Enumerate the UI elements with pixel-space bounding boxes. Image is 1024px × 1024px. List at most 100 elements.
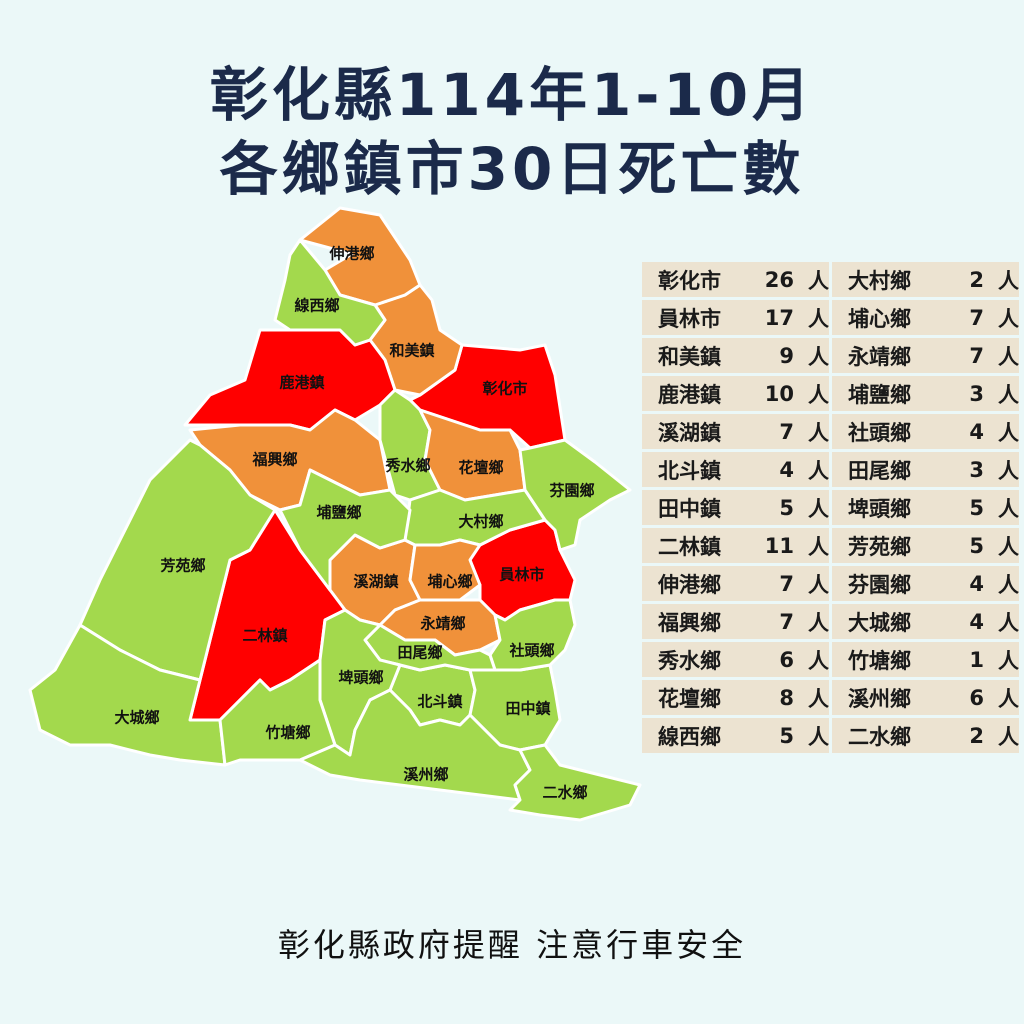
- unit-label: 人: [998, 610, 1019, 635]
- region-name: 花壇鄉: [658, 686, 721, 711]
- unit-label: 人: [998, 724, 1019, 749]
- map-region: [408, 538, 482, 602]
- death-count: 5: [779, 495, 794, 520]
- death-count: 1: [969, 647, 984, 672]
- death-count: 17: [764, 305, 794, 330]
- death-count: 7: [969, 305, 984, 330]
- table-cell: 北斗鎮 4 人: [642, 452, 829, 487]
- unit-label: 人: [998, 572, 1019, 597]
- table-cell: 大村鄉 2 人: [832, 262, 1019, 297]
- death-count: 8: [779, 685, 794, 710]
- table-cell: 鹿港鎮 10 人: [642, 376, 829, 411]
- death-count: 5: [969, 533, 984, 558]
- unit-label: 人: [808, 534, 829, 559]
- table-cell: 竹塘鄉 1 人: [832, 642, 1019, 677]
- map-region-label: 大城鄉: [114, 709, 159, 727]
- map-region-label: 北斗鎮: [417, 693, 462, 711]
- death-count: 6: [969, 685, 984, 710]
- region-name: 芳苑鄉: [848, 534, 911, 559]
- region-name: 溪湖鎮: [658, 420, 721, 445]
- death-count: 7: [779, 419, 794, 444]
- title-line-2: 各鄉鎮市30日死亡數: [219, 135, 805, 203]
- region-name: 北斗鎮: [658, 458, 721, 483]
- unit-label: 人: [808, 458, 829, 483]
- map-region-label: 永靖鄉: [419, 615, 465, 633]
- death-count: 2: [969, 267, 984, 292]
- unit-label: 人: [998, 344, 1019, 369]
- death-count: 3: [969, 381, 984, 406]
- death-count: 2: [969, 723, 984, 748]
- map-region: [518, 438, 632, 552]
- region-name: 溪州鄉: [848, 686, 911, 711]
- map-region-label: 秀水鄉: [384, 457, 430, 475]
- table-cell: 埔心鄉 7 人: [832, 300, 1019, 335]
- unit-label: 人: [998, 686, 1019, 711]
- map-region: [298, 206, 422, 307]
- table-cell: 二水鄉 2 人: [832, 718, 1019, 753]
- death-count: 6: [779, 647, 794, 672]
- map-region-label: 鹿港鎮: [279, 374, 324, 392]
- unit-label: 人: [998, 458, 1019, 483]
- map-region-label: 埔鹽鄉: [316, 504, 361, 522]
- region-name: 和美鎮: [658, 344, 721, 369]
- death-count: 9: [779, 343, 794, 368]
- table-cell: 線西鄉 5 人: [642, 718, 829, 753]
- unit-label: 人: [808, 572, 829, 597]
- region-name: 竹塘鄉: [848, 648, 911, 673]
- unit-label: 人: [998, 306, 1019, 331]
- region-name: 二水鄉: [848, 724, 911, 749]
- table-cell: 溪州鄉 6 人: [832, 680, 1019, 715]
- table-cell: 秀水鄉 6 人: [642, 642, 829, 677]
- region-name: 秀水鄉: [658, 648, 721, 673]
- map-region-label: 田中鎮: [505, 700, 550, 718]
- death-count: 7: [779, 571, 794, 596]
- map-region-label: 福興鄉: [251, 451, 297, 469]
- death-count: 10: [764, 381, 794, 406]
- table-cell: 永靖鄉 7 人: [832, 338, 1019, 373]
- unit-label: 人: [998, 382, 1019, 407]
- map-region-label: 和美鎮: [389, 342, 434, 360]
- region-name: 埔心鄉: [848, 306, 911, 331]
- map-region-label: 埤頭鄉: [338, 669, 383, 687]
- table-cell: 大城鄉 4 人: [832, 604, 1019, 639]
- region-name: 二林鎮: [658, 534, 721, 559]
- region-name: 埔鹽鄉: [848, 382, 911, 407]
- unit-label: 人: [998, 534, 1019, 559]
- region-name: 大城鄉: [848, 610, 911, 635]
- region-name: 員林市: [658, 306, 721, 331]
- region-name: 伸港鄉: [658, 572, 721, 597]
- unit-label: 人: [808, 382, 829, 407]
- unit-label: 人: [998, 420, 1019, 445]
- table-cell: 田尾鄉 3 人: [832, 452, 1019, 487]
- unit-label: 人: [808, 420, 829, 445]
- map-region-label: 芬園鄉: [549, 482, 594, 500]
- region-name: 鹿港鎮: [658, 382, 721, 407]
- table-cell: 員林市 17 人: [642, 300, 829, 335]
- death-count: 4: [779, 457, 794, 482]
- table-cell: 彰化市 26 人: [642, 262, 829, 297]
- map-region-label: 溪州鄉: [403, 766, 448, 784]
- footer-reminder: 彰化縣政府提醒 注意行車安全: [277, 926, 747, 964]
- death-count: 4: [969, 419, 984, 444]
- death-count: 7: [779, 609, 794, 634]
- death-count: 5: [779, 723, 794, 748]
- table-cell: 和美鎮 9 人: [642, 338, 829, 373]
- unit-label: 人: [808, 344, 829, 369]
- region-name: 彰化市: [658, 268, 721, 293]
- map-region-label: 彰化市: [482, 380, 527, 398]
- deaths-table: 彰化市 26 人大村鄉 2 人員林市 17 人埔心鄉 7 人和美鎮 9 人永靖鄉 7 人鹿港鎮 10 人埔鹽…: [642, 262, 1019, 753]
- death-count: 5: [969, 495, 984, 520]
- region-name: 大村鄉: [848, 268, 911, 293]
- map-region: [298, 688, 532, 802]
- map-region-label: 員林市: [498, 566, 544, 584]
- death-count: 11: [764, 533, 794, 558]
- region-name: 埤頭鄉: [848, 496, 911, 521]
- unit-label: 人: [998, 648, 1019, 673]
- map-region-label: 大村鄉: [458, 513, 503, 531]
- table-cell: 溪湖鎮 7 人: [642, 414, 829, 449]
- unit-label: 人: [808, 268, 829, 293]
- table-cell: 芳苑鄉 5 人: [832, 528, 1019, 563]
- unit-label: 人: [808, 496, 829, 521]
- map-region-label: 埔心鄉: [427, 573, 472, 591]
